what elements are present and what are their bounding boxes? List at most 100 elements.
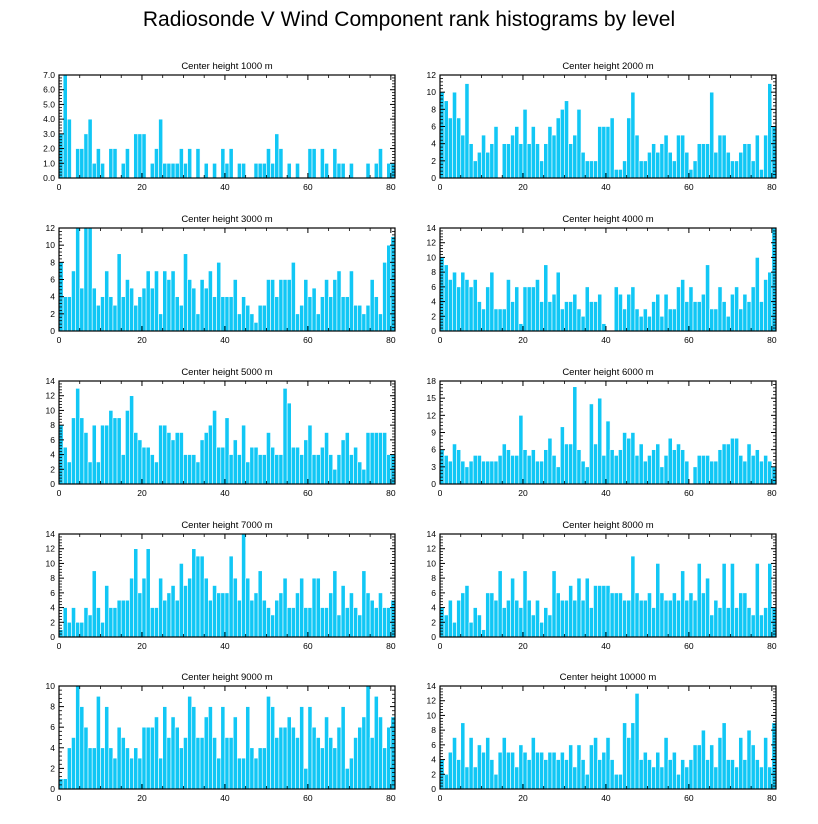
histogram-bar bbox=[742, 143, 748, 179]
y-tick-label: 10 bbox=[46, 405, 56, 415]
histogram-bar bbox=[501, 308, 507, 332]
histogram-bar bbox=[245, 461, 251, 485]
histogram-bar bbox=[83, 726, 89, 790]
histogram-bar bbox=[382, 607, 388, 638]
histogram-bar bbox=[179, 747, 184, 790]
histogram-bar bbox=[237, 162, 242, 179]
histogram-bar bbox=[696, 455, 702, 485]
x-tick-label: 40 bbox=[220, 793, 230, 803]
histogram-bar bbox=[187, 148, 193, 179]
histogram-bar bbox=[514, 766, 520, 790]
histogram-bar bbox=[605, 737, 611, 790]
histogram-bar bbox=[108, 410, 114, 485]
histogram-bar bbox=[539, 301, 545, 332]
histogram-bar bbox=[108, 148, 114, 179]
histogram-panel-5: Center height 5000 m 0 2 4 6 8 10 12 14 0 20 40 60 80 bbox=[46, 367, 396, 498]
histogram-bar bbox=[249, 599, 255, 638]
x-tick-label: 20 bbox=[137, 182, 147, 192]
histogram-bar bbox=[382, 262, 388, 332]
histogram-bar bbox=[530, 126, 536, 179]
histogram-bar bbox=[261, 599, 267, 638]
histogram-bar bbox=[518, 607, 524, 638]
y-tick-label: 0 bbox=[50, 632, 55, 642]
histogram-bar bbox=[154, 607, 159, 638]
histogram-bar bbox=[447, 599, 453, 638]
histogram-bar bbox=[278, 726, 284, 790]
x-tick-label: 0 bbox=[438, 641, 443, 651]
histogram-bar bbox=[191, 454, 197, 485]
histogram-bar bbox=[299, 706, 305, 790]
histogram-bar bbox=[767, 460, 773, 485]
histogram-bar bbox=[261, 304, 267, 332]
histogram-bar bbox=[373, 432, 379, 485]
histogram-bar bbox=[237, 313, 242, 332]
histogram-bar bbox=[208, 270, 213, 332]
histogram-bar bbox=[468, 621, 474, 638]
histogram-bar bbox=[613, 592, 619, 638]
histogram-bar bbox=[539, 460, 545, 485]
histogram-bar bbox=[278, 279, 284, 332]
histogram-bar bbox=[208, 706, 213, 790]
histogram-bar bbox=[295, 592, 300, 638]
histogram-bar bbox=[154, 461, 159, 485]
histogram-bar bbox=[141, 287, 147, 332]
histogram-bar bbox=[125, 747, 130, 790]
histogram-bar bbox=[439, 91, 445, 179]
histogram-bar bbox=[622, 722, 627, 790]
histogram-bar bbox=[750, 160, 756, 179]
histogram-bar bbox=[742, 759, 748, 790]
histogram-bar bbox=[245, 304, 251, 332]
histogram-bar bbox=[634, 693, 640, 790]
histogram-bar bbox=[671, 592, 677, 638]
histogram-bar bbox=[667, 599, 673, 638]
histogram-bar bbox=[754, 257, 760, 332]
histogram-bar bbox=[763, 737, 769, 790]
histogram-bar bbox=[67, 621, 72, 638]
histogram-bar bbox=[286, 162, 292, 179]
histogram-bar bbox=[212, 585, 217, 638]
x-tick-label: 60 bbox=[684, 641, 694, 651]
y-tick-label: 0 bbox=[431, 632, 436, 642]
histogram-bar bbox=[369, 599, 375, 638]
histogram-panel-7: Center height 7000 m 0 2 4 6 8 10 12 14 0 20 40 60 80 bbox=[46, 520, 396, 651]
histogram-bar bbox=[692, 160, 698, 179]
histogram-bar bbox=[303, 439, 309, 485]
histogram-bar bbox=[576, 109, 582, 179]
y-tick-label: 5.0 bbox=[43, 99, 55, 109]
y-tick-label: 6 bbox=[431, 122, 436, 132]
histogram-bar bbox=[274, 599, 280, 638]
histogram-bar bbox=[349, 592, 354, 638]
histogram-bar bbox=[87, 227, 93, 332]
histogram-bar bbox=[659, 592, 665, 638]
histogram-bar bbox=[601, 585, 607, 638]
histogram-bar bbox=[530, 737, 536, 790]
histogram-bar bbox=[91, 287, 97, 332]
histogram-bar bbox=[447, 751, 453, 790]
histogram-bar bbox=[75, 148, 81, 179]
histogram-bar bbox=[125, 599, 130, 638]
x-tick-label: 40 bbox=[220, 335, 230, 345]
histogram-bar bbox=[530, 286, 536, 332]
histogram-bar bbox=[605, 585, 611, 638]
histogram-bar bbox=[526, 143, 532, 179]
x-tick-label: 80 bbox=[767, 488, 777, 498]
histogram-bar bbox=[506, 279, 511, 332]
histogram-bar bbox=[601, 455, 607, 485]
histogram-bar bbox=[216, 757, 222, 790]
histogram-bar bbox=[522, 109, 528, 179]
histogram-bar bbox=[274, 296, 280, 332]
histogram-bar bbox=[472, 607, 478, 638]
histogram-bar bbox=[365, 162, 371, 179]
histogram-bar bbox=[638, 160, 644, 179]
histogram-bar bbox=[597, 126, 603, 179]
histogram-bar bbox=[58, 778, 64, 790]
y-tick-label: 10 bbox=[427, 252, 437, 262]
histogram-bar bbox=[655, 751, 661, 790]
histogram-bar bbox=[129, 287, 134, 332]
histogram-bar bbox=[79, 417, 85, 485]
histogram-bar bbox=[618, 293, 623, 332]
panel-title: Center height 5000 m bbox=[181, 367, 272, 378]
y-tick-label: 4.0 bbox=[43, 114, 55, 124]
panel-title: Center height 4000 m bbox=[562, 214, 653, 225]
x-tick-label: 40 bbox=[601, 641, 611, 651]
